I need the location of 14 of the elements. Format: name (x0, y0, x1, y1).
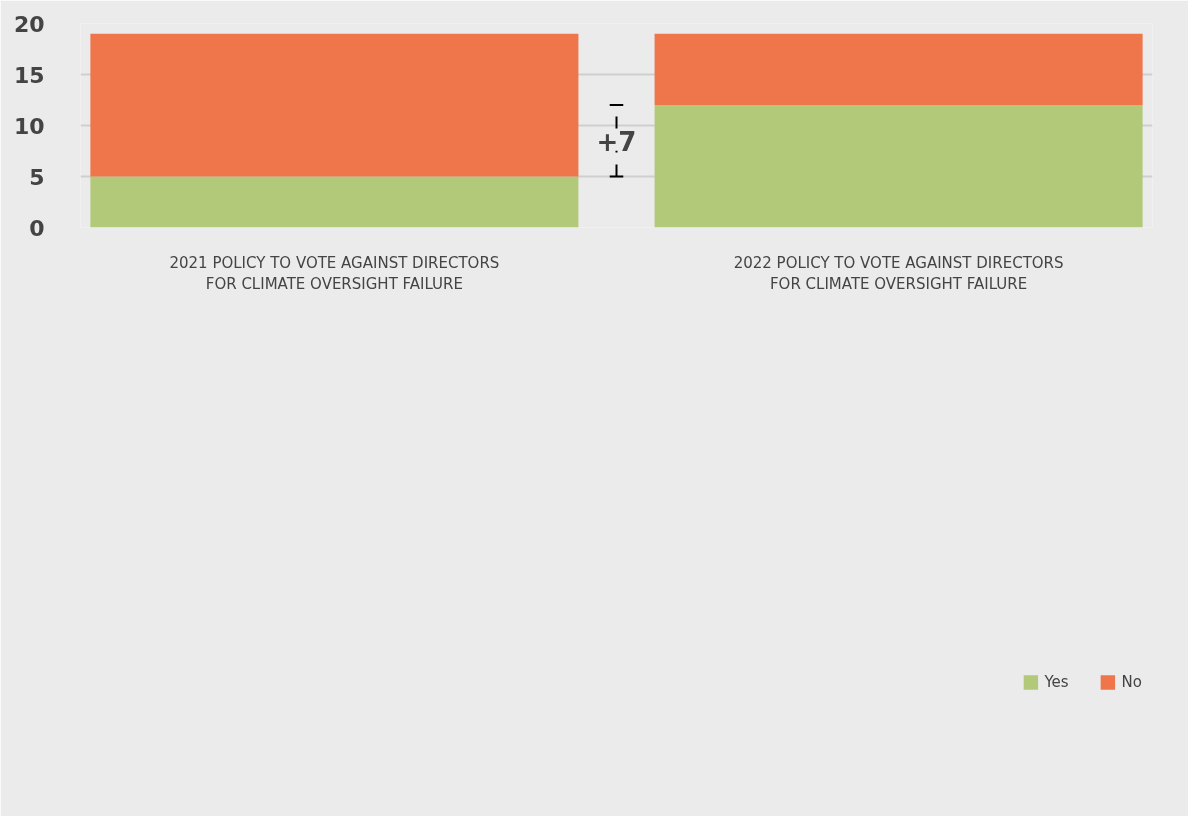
y-tick-label: 0 (29, 215, 45, 241)
legend-label: Yes (1044, 672, 1069, 691)
x-tick-label: 2021 POLICY TO VOTE AGAINST DIRECTORS FOR CLIMATE OVERSIGHT FAILURE (169, 253, 500, 294)
y-tick-label: 5 (29, 164, 45, 190)
bar (90, 176, 579, 228)
y-tick-label: 15 (13, 62, 45, 88)
x-tick-label: 2022 POLICY TO VOTE AGAINST DIRECTORS FOR CLIMATE OVERSIGHT FAILURE (733, 253, 1064, 294)
y-tick-label: 10 (13, 113, 45, 139)
legend-label: No (1121, 672, 1142, 691)
y-tick-label: 20 (13, 11, 45, 37)
bar (90, 33, 579, 177)
bar (654, 105, 1143, 228)
bar (654, 33, 1143, 106)
annotation: +7 (596, 126, 637, 157)
